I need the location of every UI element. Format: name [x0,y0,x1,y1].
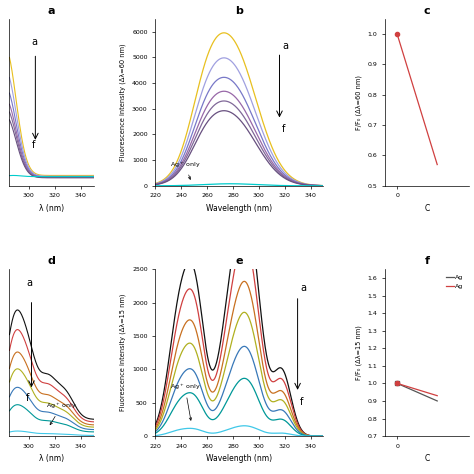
Y-axis label: Fluorescence intensity (Δλ=60 nm): Fluorescence intensity (Δλ=60 nm) [120,44,127,161]
Line: Ag: Ag [397,383,437,396]
Ag [394,381,400,386]
Ag [394,381,400,386]
Text: e: e [236,256,243,266]
Text: d: d [47,256,55,266]
Text: Ag$^+$ only: Ag$^+$ only [170,383,201,420]
Text: a: a [31,37,37,47]
Ag [434,398,440,404]
Text: c: c [424,6,430,16]
Text: Ag$^+$ only: Ag$^+$ only [170,160,201,179]
Text: a: a [300,283,306,292]
X-axis label: Wavelength (nm): Wavelength (nm) [206,204,273,213]
Text: f: f [26,393,30,403]
X-axis label: λ (nm): λ (nm) [39,204,64,213]
Ag [434,393,440,399]
Text: f: f [282,124,285,134]
X-axis label: Wavelength (nm): Wavelength (nm) [206,454,273,463]
Text: Ag$^+$ only: Ag$^+$ only [46,401,77,425]
X-axis label: C: C [425,454,430,463]
Text: f: f [31,140,35,150]
Line: Ag: Ag [397,383,437,401]
Text: b: b [236,6,243,16]
Text: f: f [425,256,430,266]
Y-axis label: Fluorescence intensity (Δλ=15 nm): Fluorescence intensity (Δλ=15 nm) [120,294,127,411]
Y-axis label: F/F₀ (Δλ=15 nm): F/F₀ (Δλ=15 nm) [356,325,362,380]
Text: a: a [26,278,32,288]
Text: a: a [282,41,288,51]
Legend: Ag, Ag: Ag, Ag [444,273,466,291]
Y-axis label: F/F₀ (Δλ=60 nm): F/F₀ (Δλ=60 nm) [356,75,362,130]
X-axis label: λ (nm): λ (nm) [39,454,64,463]
Text: a: a [48,6,55,16]
Text: f: f [300,397,303,407]
X-axis label: C: C [425,204,430,213]
